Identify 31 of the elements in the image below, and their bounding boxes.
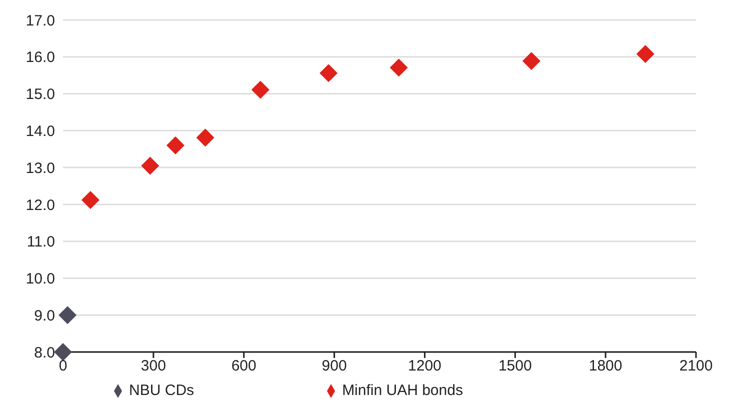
point (166, 136, 184, 154)
x-tick-label: 1800 (588, 358, 622, 375)
point (320, 64, 338, 82)
y-tick-label: 11.0 (26, 234, 55, 251)
y-tick-label: 16.0 (26, 49, 55, 66)
point (522, 52, 540, 70)
y-tick-label: 13.0 (26, 160, 55, 177)
point (54, 343, 72, 361)
point (81, 191, 100, 210)
point (58, 306, 77, 324)
legend-label: NBU CDs (129, 382, 194, 399)
x-tick-label: 600 (231, 358, 256, 375)
point (196, 128, 214, 147)
point (141, 156, 160, 175)
x-tick-label: 1200 (408, 358, 442, 375)
point (636, 44, 654, 63)
legend-label: Minfin UAH bonds (342, 382, 463, 399)
x-tick-label: 0 (58, 358, 68, 375)
x-tick-label: 900 (322, 358, 347, 375)
y-tick-label: 14.0 (26, 122, 55, 140)
y-tick-label: 15.0 (26, 86, 55, 104)
y-tick-label: 10.0 (26, 270, 55, 288)
y-tick-label: 12.0 (26, 196, 55, 214)
x-tick-label: 1500 (498, 358, 532, 375)
y-tick-label: 17.0 (26, 12, 55, 30)
point (390, 58, 408, 77)
y-tick-label: 9.0 (34, 307, 55, 324)
x-tick-label: 300 (140, 358, 166, 375)
point (251, 80, 270, 99)
y-tick-label: 8.0 (34, 344, 55, 362)
x-tick-label: 2100 (679, 358, 713, 375)
